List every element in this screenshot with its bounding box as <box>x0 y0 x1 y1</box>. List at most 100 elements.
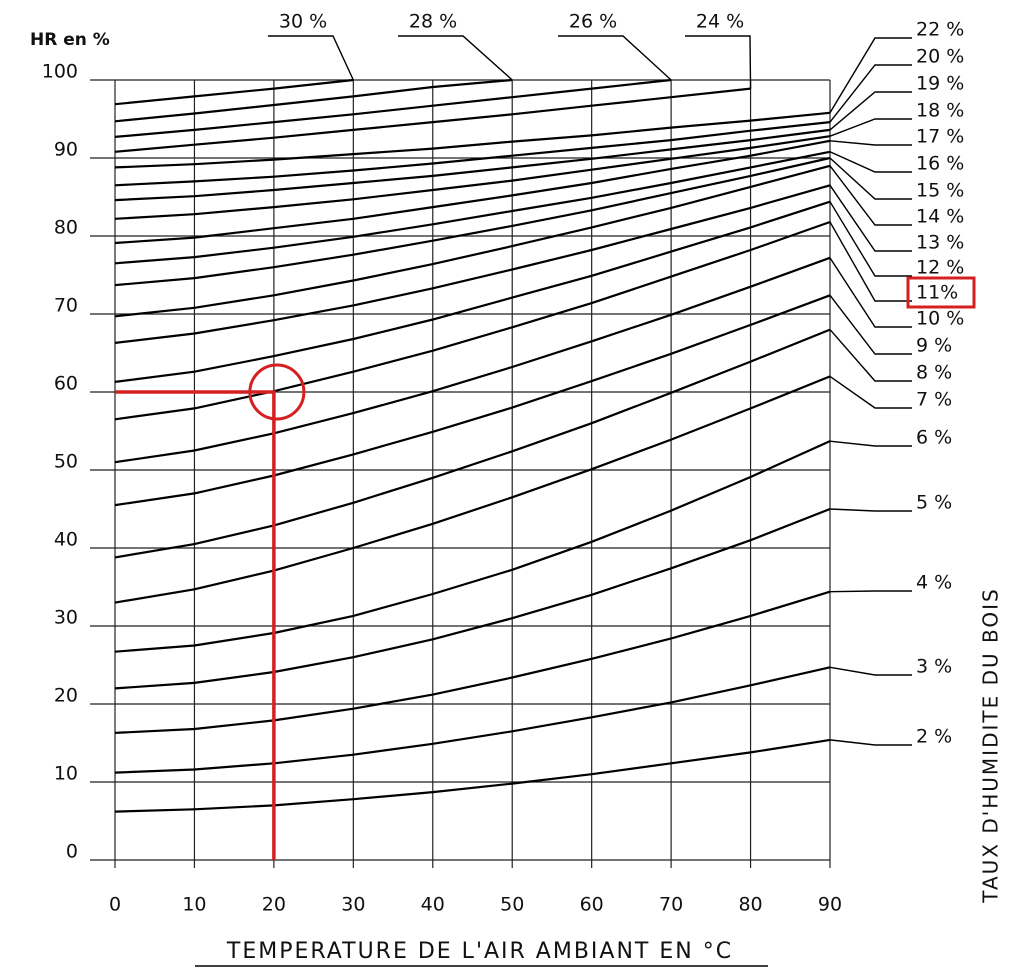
leader-line <box>829 257 912 328</box>
leader-line <box>829 440 912 447</box>
right-axis-label: TAUX D'HUMIDITE DU BOIS <box>979 587 1003 903</box>
series-label: 10 % <box>916 308 964 330</box>
series-label: 14 % <box>916 206 964 228</box>
leader-line <box>829 221 912 302</box>
leader-line <box>829 201 912 277</box>
highlight-circle <box>248 363 306 421</box>
curve <box>114 738 831 813</box>
series-label: 15 % <box>916 180 964 202</box>
leader-line <box>685 35 752 89</box>
series-label: 20 % <box>916 46 964 68</box>
highlight-lines <box>115 390 276 860</box>
leader-line <box>829 508 912 512</box>
y-tick-label: 90 <box>54 139 78 161</box>
y-axis-label: HR en % <box>30 30 110 50</box>
series-label: 22 % <box>916 19 964 41</box>
curve <box>114 294 831 507</box>
curve <box>114 156 831 287</box>
series-label: 17 % <box>916 126 964 148</box>
leader-line <box>398 35 513 81</box>
leader-line <box>829 739 912 746</box>
curve <box>114 164 831 318</box>
y-tick-label: 70 <box>54 295 78 317</box>
x-tick-label: 40 <box>421 894 445 916</box>
series-label: 16 % <box>916 153 964 175</box>
x-tick-label: 50 <box>500 894 524 916</box>
curve <box>114 328 831 559</box>
leader-line <box>829 140 912 146</box>
series-label: 4 % <box>916 572 952 594</box>
y-tick-label: 50 <box>54 451 78 473</box>
y-tick-label: 40 <box>54 529 78 551</box>
y-tick-label: 100 <box>42 61 78 83</box>
x-tick-label: 10 <box>182 894 206 916</box>
curve <box>114 590 831 734</box>
curve <box>114 666 831 774</box>
curve <box>114 111 831 169</box>
x-tick-label: 20 <box>262 894 286 916</box>
y-tick-label: 0 <box>66 841 78 863</box>
x-tick-label: 70 <box>659 894 683 916</box>
curve <box>114 78 672 138</box>
x-axis-label: TEMPERATURE DE L'AIR AMBIANT EN °C <box>226 939 733 964</box>
leader-line <box>829 118 912 137</box>
curve <box>114 220 831 421</box>
curve <box>114 440 831 653</box>
series-label: 2 % <box>916 726 952 748</box>
x-tick-label: 30 <box>341 894 365 916</box>
leader-line <box>829 666 912 676</box>
leader-line <box>829 91 912 131</box>
curve <box>114 150 831 265</box>
leader-line <box>268 35 354 81</box>
series-label: 13 % <box>916 232 964 254</box>
curve <box>114 78 513 123</box>
series-label: 26 % <box>569 11 617 33</box>
curve <box>114 507 831 690</box>
curve <box>114 128 831 202</box>
series-label: 24 % <box>696 11 744 33</box>
curve <box>114 375 831 604</box>
highlight-box <box>906 276 976 309</box>
series-label: 18 % <box>916 100 964 122</box>
series-label: 30 % <box>279 11 327 33</box>
curve <box>114 184 831 344</box>
leader-line <box>829 294 912 355</box>
curve <box>114 121 831 187</box>
leader-line <box>829 64 912 123</box>
curve <box>114 87 751 153</box>
series-label: 28 % <box>409 11 457 33</box>
leader-line <box>829 184 912 252</box>
series-label: 11% <box>916 282 958 304</box>
series-label: 6 % <box>916 427 952 449</box>
leader-line <box>829 157 912 200</box>
x-tick-label: 90 <box>818 894 842 916</box>
y-tick-label: 10 <box>54 763 78 785</box>
y-tick-label: 60 <box>54 373 78 395</box>
x-tick-label: 60 <box>580 894 604 916</box>
y-tick-label: 20 <box>54 685 78 707</box>
series-label: 8 % <box>916 362 952 384</box>
series-label: 5 % <box>916 492 952 514</box>
y-tick-label: 30 <box>54 607 78 629</box>
series-label: 9 % <box>916 335 952 357</box>
leader-line <box>829 590 912 593</box>
series-label: 19 % <box>916 73 964 95</box>
leader-line <box>829 37 912 114</box>
leader-line <box>558 35 672 81</box>
leader-line <box>829 151 912 173</box>
x-tick-label: 80 <box>738 894 762 916</box>
curve <box>114 139 831 245</box>
curve <box>114 256 831 464</box>
x-tick-label: 0 <box>109 894 121 916</box>
series-label: 7 % <box>916 389 952 411</box>
curve <box>114 135 831 220</box>
leader-line <box>829 329 912 382</box>
leader-line <box>829 165 912 226</box>
leader-line <box>829 375 912 409</box>
series-label: 3 % <box>916 656 952 678</box>
series-label: 12 % <box>916 257 964 279</box>
curve <box>114 200 831 383</box>
y-tick-label: 80 <box>54 217 78 239</box>
curve <box>114 78 354 106</box>
